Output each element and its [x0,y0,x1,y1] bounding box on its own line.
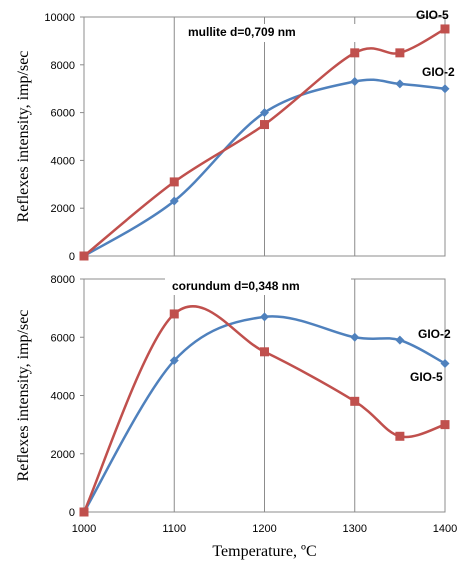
x-tick-label: 1200 [252,523,276,535]
data-point [395,79,405,89]
y-tick-label: 0 [69,251,75,263]
chart-panel-2: 0 2000 4000 6000 8000 1000 1100 1200 1300 1400 Ref… [15,274,457,560]
x-tick-label: 1000 [72,523,96,535]
data-point [350,332,360,342]
data-point [440,24,450,34]
y-tick-label: 2000 [51,203,75,215]
y-tick-label: 2000 [51,449,75,461]
data-point [260,312,269,322]
data-point [260,347,269,357]
data-point [440,84,450,94]
data-point [440,358,450,368]
series-label: GIO-2 [422,65,455,79]
x-axis-label: Temperature, ºC [212,543,316,560]
series-gio-5: GIO-5 [79,8,450,261]
annotation-background [165,277,351,295]
y-axis-label: Reflexes intensity, imp/sec [15,310,32,482]
data-point [79,251,89,261]
data-point [395,431,405,441]
chart-annotation: corundum d=0,348 nm [172,279,300,293]
data-point [395,48,405,58]
data-point [260,120,269,130]
data-point [350,396,360,406]
data-point [395,335,405,345]
x-tick-label: 1300 [343,523,367,535]
y-tick-label: 8000 [51,60,75,72]
chart-panel-1: 0 2000 4000 6000 8000 10000 Reflexes intensity… [15,8,455,263]
y-tick-label: 8000 [51,274,75,286]
y-tick-label: 10000 [44,12,75,24]
data-point [350,48,360,58]
data-point [169,196,179,206]
data-point [169,356,179,366]
y-axis-label: Reflexes intensity, imp/sec [15,51,32,223]
data-point [169,309,179,319]
chart-annotation: mullite d=0,709 nm [188,25,296,39]
x-tick-label: 1100 [162,523,186,535]
data-point [260,108,269,118]
series-label: GIO-2 [418,327,451,341]
y-tick-label: 6000 [51,332,75,344]
y-tick-label: 0 [69,507,75,519]
data-point [440,420,450,430]
series-gio-2: GIO-2 [79,65,455,261]
series-gio-5: GIO-5 [79,305,450,517]
annotation-background [175,24,375,42]
series-gio-2: GIO-2 [79,312,451,517]
series-label: GIO-5 [410,370,443,384]
y-tick-label: 4000 [51,155,75,167]
x-tick-label: 1400 [433,523,457,535]
y-tick-label: 4000 [51,391,75,403]
data-point [79,507,89,517]
y-tick-label: 6000 [51,108,75,120]
data-point [169,177,179,187]
series-label: GIO-5 [416,8,449,22]
data-point [350,77,360,87]
